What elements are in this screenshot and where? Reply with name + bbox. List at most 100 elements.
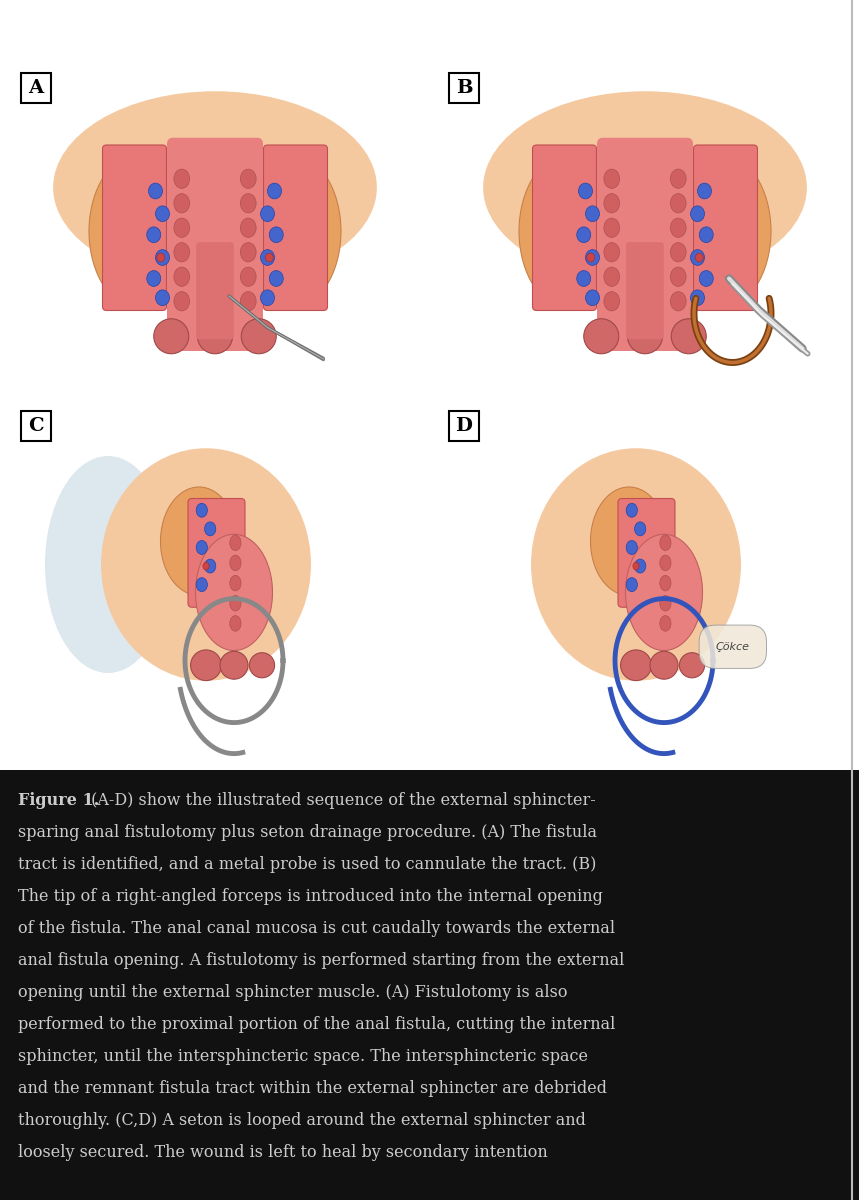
Text: Figure 1.: Figure 1. [18, 792, 100, 809]
Ellipse shape [155, 290, 169, 306]
Ellipse shape [241, 169, 256, 188]
FancyBboxPatch shape [188, 498, 245, 607]
Ellipse shape [604, 218, 619, 238]
Ellipse shape [461, 425, 769, 734]
Ellipse shape [576, 227, 591, 242]
Text: sphincter, until the intersphincteric space. The intersphincteric space: sphincter, until the intersphincteric sp… [18, 1048, 588, 1066]
Ellipse shape [40, 91, 390, 371]
Ellipse shape [590, 487, 667, 595]
Ellipse shape [670, 242, 686, 262]
FancyBboxPatch shape [618, 498, 675, 607]
Ellipse shape [45, 456, 171, 673]
Text: C: C [28, 416, 44, 434]
Text: anal fistula opening. A fistulotomy is performed starting from the external: anal fistula opening. A fistulotomy is p… [18, 952, 624, 970]
Ellipse shape [230, 595, 241, 611]
Ellipse shape [155, 206, 169, 222]
Ellipse shape [483, 91, 807, 283]
Text: Çökce: Çökce [716, 642, 750, 652]
FancyBboxPatch shape [102, 145, 167, 311]
Ellipse shape [241, 193, 256, 212]
Ellipse shape [635, 559, 646, 574]
Ellipse shape [260, 290, 275, 306]
Ellipse shape [174, 193, 190, 212]
Ellipse shape [198, 319, 233, 354]
FancyBboxPatch shape [21, 73, 51, 103]
Bar [0, 770, 859, 1200]
Ellipse shape [174, 242, 190, 262]
Ellipse shape [660, 535, 671, 551]
Ellipse shape [203, 562, 209, 570]
Text: B: B [455, 79, 472, 97]
Ellipse shape [604, 193, 619, 212]
Ellipse shape [147, 271, 161, 287]
Ellipse shape [586, 290, 600, 306]
Ellipse shape [155, 250, 169, 265]
Ellipse shape [204, 559, 216, 574]
FancyBboxPatch shape [264, 145, 327, 311]
Ellipse shape [671, 319, 706, 354]
Ellipse shape [635, 522, 646, 536]
Ellipse shape [230, 535, 241, 551]
Text: A: A [28, 79, 44, 97]
FancyBboxPatch shape [626, 242, 664, 340]
Ellipse shape [519, 152, 624, 310]
Text: opening until the external sphincter muscle. (A) Fistulotomy is also: opening until the external sphincter mus… [18, 984, 568, 1001]
Ellipse shape [670, 193, 686, 212]
Ellipse shape [191, 650, 222, 680]
FancyBboxPatch shape [449, 73, 479, 103]
Ellipse shape [196, 534, 272, 650]
Ellipse shape [660, 575, 671, 590]
Text: performed to the proximal portion of the anal fistula, cutting the internal: performed to the proximal portion of the… [18, 1016, 615, 1033]
Ellipse shape [604, 169, 619, 188]
Ellipse shape [230, 616, 241, 631]
Ellipse shape [691, 206, 704, 222]
Ellipse shape [269, 271, 283, 287]
Ellipse shape [260, 206, 275, 222]
FancyBboxPatch shape [167, 138, 263, 350]
Ellipse shape [670, 169, 686, 188]
Ellipse shape [147, 227, 161, 242]
Ellipse shape [267, 184, 282, 199]
FancyBboxPatch shape [449, 410, 479, 440]
Ellipse shape [679, 653, 704, 678]
Text: D: D [455, 416, 472, 434]
Ellipse shape [698, 184, 711, 199]
Ellipse shape [660, 616, 671, 631]
Ellipse shape [157, 253, 165, 262]
Ellipse shape [230, 556, 241, 571]
Ellipse shape [241, 218, 256, 238]
Text: and the remnant fistula tract within the external sphincter are debrided: and the remnant fistula tract within the… [18, 1080, 607, 1097]
Ellipse shape [699, 271, 713, 287]
Ellipse shape [260, 250, 275, 265]
Ellipse shape [31, 425, 339, 734]
Ellipse shape [670, 268, 686, 287]
Ellipse shape [53, 91, 377, 283]
Text: The tip of a right-angled forceps is introduced into the internal opening: The tip of a right-angled forceps is int… [18, 888, 603, 905]
Ellipse shape [699, 227, 713, 242]
Text: (A-D) show the illustrated sequence of the external sphincter-: (A-D) show the illustrated sequence of t… [87, 792, 596, 809]
Text: thoroughly. (C,D) A seton is looped around the external sphincter and: thoroughly. (C,D) A seton is looped arou… [18, 1112, 586, 1129]
Ellipse shape [628, 319, 662, 354]
Ellipse shape [101, 449, 311, 680]
Ellipse shape [576, 271, 591, 287]
FancyBboxPatch shape [693, 145, 758, 311]
Ellipse shape [633, 562, 639, 570]
Ellipse shape [625, 534, 703, 650]
FancyBboxPatch shape [597, 138, 693, 350]
Ellipse shape [584, 319, 618, 354]
Text: of the fistula. The anal canal mucosa is cut caudally towards the external: of the fistula. The anal canal mucosa is… [18, 920, 615, 937]
Text: loosely secured. The wound is left to heal by secondary intention: loosely secured. The wound is left to he… [18, 1144, 548, 1162]
Ellipse shape [220, 652, 248, 679]
FancyBboxPatch shape [21, 410, 51, 440]
Ellipse shape [670, 218, 686, 238]
Ellipse shape [161, 487, 237, 595]
Ellipse shape [154, 319, 189, 354]
Ellipse shape [470, 91, 820, 371]
Ellipse shape [196, 540, 207, 554]
Ellipse shape [604, 268, 619, 287]
Ellipse shape [241, 242, 256, 262]
Ellipse shape [89, 152, 194, 310]
Ellipse shape [650, 652, 678, 679]
Ellipse shape [531, 449, 741, 680]
Ellipse shape [174, 268, 190, 287]
